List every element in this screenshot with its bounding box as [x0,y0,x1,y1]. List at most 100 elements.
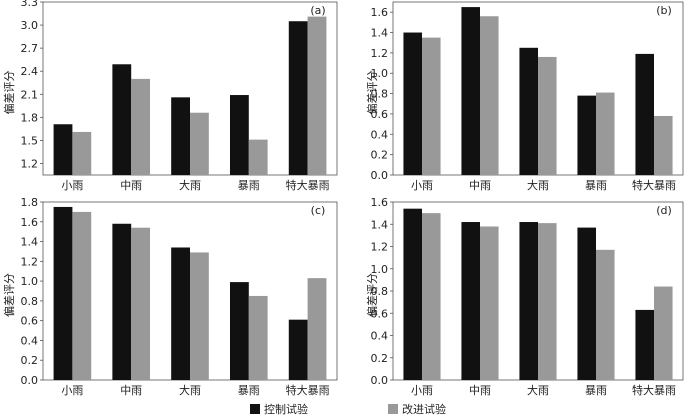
category-label: 中雨 [120,179,142,192]
panel-label: (a) [310,4,325,17]
y-tick-label: 3.0 [21,19,39,32]
chart-panel-4: 0.0 0.2 0.4 0.6 0.8 1.0 1.2 1.4 1.6 偏差评分 (d) 小雨 中雨 大雨… [365,196,684,397]
category-label: 大雨 [179,178,201,192]
y-tick-label: 0.2 [21,354,39,367]
y-tick-label: 0.2 [371,352,389,365]
category-label: 小雨 [61,384,83,397]
y-tick-label: 0.6 [371,307,389,320]
category-label: 暴雨 [238,179,260,192]
bar-improved [190,112,209,175]
bar-improved [307,278,327,380]
bar-control [112,223,132,380]
bar-improved [248,295,268,380]
bar-control [53,206,73,380]
legend-label-control: 控制试验 [264,402,308,416]
category-label: 小雨 [411,384,433,397]
bar-control [229,282,249,380]
y-axis-label: 偏差评分 [365,71,379,115]
category-label: 特大暴雨 [632,178,676,192]
category-label: 中雨 [120,384,142,397]
y-tick-label: 0.0 [371,169,389,182]
y-tick-label: 1.2 [371,241,389,254]
bar-control [577,227,596,380]
y-axis-label: 偏差评分 [2,273,16,317]
bar-improved [248,139,268,175]
y-tick-label: 1.6 [21,216,39,229]
legend-label-improved: 改进试验 [402,402,446,416]
bar-improved [654,115,673,175]
y-tick-label: 1.6 [371,196,389,209]
legend-swatch-control [250,404,260,414]
y-tick-label: 1.4 [21,236,39,249]
bar-control [288,319,308,380]
category-label: 大雨 [527,178,549,192]
bar-control [171,247,190,380]
category-label: 暴雨 [238,384,260,397]
y-tick-label: 0.8 [371,88,389,101]
bar-control [635,309,654,380]
y-tick-label: 2.4 [21,65,39,78]
panel-label: (b) [656,4,672,17]
bar-control [112,64,132,175]
category-label: 特大暴雨 [632,383,676,397]
bar-improved [72,131,92,175]
bar-improved [480,226,499,380]
category-label: 暴雨 [585,384,607,397]
bar-improved [72,211,92,380]
y-tick-label: 0.4 [21,334,39,347]
y-tick-label: 0.4 [371,128,389,141]
y-tick-label: 2.7 [21,42,39,55]
y-tick-label: 1.8 [21,111,39,124]
bar-control [461,7,480,175]
bar-improved [596,249,615,380]
y-tick-label: 1.2 [21,157,39,170]
y-axis-label: 偏差评分 [2,71,16,115]
y-tick-label: 1.4 [371,218,389,231]
y-tick-label: 1.0 [371,263,389,276]
y-tick-label: 3.3 [21,0,39,9]
bar-improved [596,92,615,175]
bar-control [519,222,538,380]
y-tick-label: 0.4 [371,330,389,343]
y-tick-label: 1.4 [371,27,389,40]
bar-improved [538,56,557,175]
y-tick-label: 0.8 [21,295,39,308]
bar-improved [131,227,151,380]
category-label: 大雨 [179,383,201,397]
y-tick-label: 1.5 [21,134,39,147]
y-tick-label: 1.0 [371,67,389,80]
y-tick-label: 0.2 [371,149,389,162]
category-label: 特大暴雨 [286,383,330,397]
chart-panel-1: 1.2 1.5 1.8 2.1 2.4 2.7 3.0 3.3 偏差评分 (a) 小雨 中雨 大雨 暴雨 特… [2,0,338,192]
y-tick-label: 0.6 [371,108,389,121]
y-tick-label: 1.2 [21,255,39,268]
panel-label: (d) [656,204,672,217]
legend: 控制试验 改进试验 [250,402,446,416]
bar-improved [538,223,557,380]
y-tick-label: 1.2 [371,47,389,60]
category-label: 暴雨 [585,179,607,192]
y-tick-label: 0.6 [21,315,39,328]
bar-improved [422,213,441,380]
bar-improved [190,252,209,380]
bar-control [403,32,422,175]
bar-control [461,222,480,380]
y-tick-label: 0.0 [371,374,389,387]
legend-swatch-improved [388,404,398,414]
bar-improved [480,16,499,176]
y-tick-label: 1.6 [371,6,389,19]
bar-control [229,95,249,175]
category-label: 大雨 [527,383,549,397]
bar-control [577,95,596,175]
y-tick-label: 1.8 [21,196,39,209]
bar-control [53,124,73,175]
y-axis-label: 偏差评分 [365,273,379,317]
bar-control [288,21,308,175]
panel-label: (c) [311,204,326,217]
y-tick-label: 0.8 [371,285,389,298]
bar-control [171,97,190,175]
y-tick-label: 0.0 [21,374,39,387]
bar-control [519,47,538,176]
bar-improved [131,78,151,175]
